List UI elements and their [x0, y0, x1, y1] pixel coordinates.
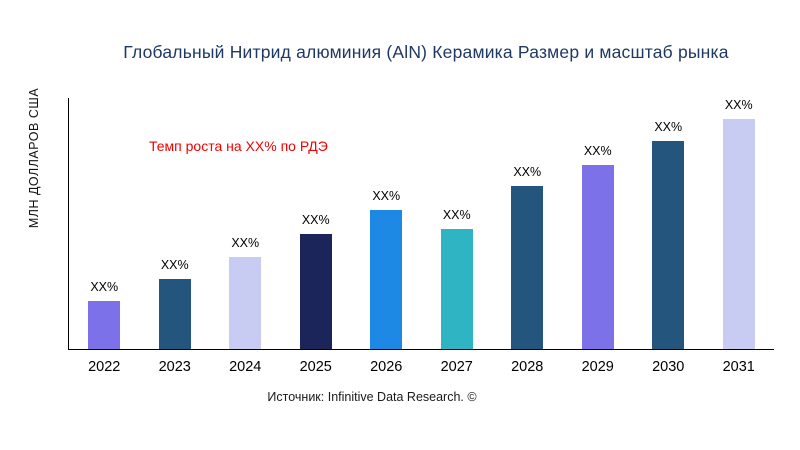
- bar-slot-2029: XX% 2029: [563, 98, 634, 375]
- bar-value-label: XX%: [654, 120, 683, 135]
- x-tick-label-2023: 2023: [158, 359, 191, 375]
- x-tick-label-2029: 2029: [581, 359, 614, 375]
- bar-2022: [88, 300, 121, 349]
- bar-2031: [722, 119, 755, 349]
- y-axis-title: МЛН ДОЛЛАРОВ США: [27, 87, 41, 229]
- x-tick-label-2024: 2024: [229, 359, 262, 375]
- bar-value-label: XX%: [442, 207, 471, 222]
- x-tick-label-2025: 2025: [299, 359, 332, 375]
- bar-2023: [158, 278, 191, 349]
- bar-2028: [511, 186, 544, 349]
- bar-slot-2025: XX% 2025: [281, 98, 352, 375]
- plot-area: Темп роста на XX% по РДЭ XX% 2022 XX% 2023 X…: [68, 98, 775, 375]
- bar-slot-2027: XX% 2027: [422, 98, 493, 375]
- bar-value-label: XX%: [724, 98, 753, 112]
- bar-value-label: XX%: [90, 279, 119, 294]
- bar-value-label: XX%: [301, 212, 330, 227]
- bar-value-label: XX%: [160, 257, 189, 272]
- bar-value-label: XX%: [372, 189, 401, 204]
- chart-title: Глобальный Нитрид алюминия (AlN) Керамик…: [123, 42, 729, 62]
- x-tick-label-2026: 2026: [370, 359, 403, 375]
- bar-2030: [652, 141, 685, 349]
- x-tick-label-2027: 2027: [440, 359, 473, 375]
- bar-slot-2023: XX% 2023: [140, 98, 211, 375]
- bar-slot-2028: XX% 2028: [492, 98, 563, 375]
- bar-slot-2022: XX% 2022: [69, 98, 140, 375]
- bar-2027: [440, 228, 473, 349]
- bar-slot-2031: XX% 2031: [704, 98, 775, 375]
- growth-rate-annotation: Темп роста на XX% по РДЭ: [149, 138, 328, 154]
- bar-slot-2026: XX% 2026: [351, 98, 422, 375]
- bar-value-label: XX%: [231, 235, 260, 250]
- bar-2024: [229, 256, 262, 349]
- bar-2026: [370, 210, 403, 349]
- bars-container: XX% 2022 XX% 2023 XX% 2024 XX% 2025 XX% 2026 XX% 20…: [69, 98, 775, 375]
- bar-2025: [299, 233, 332, 349]
- bar-value-label: XX%: [513, 165, 542, 180]
- x-tick-label-2030: 2030: [652, 359, 685, 375]
- x-tick-label-2028: 2028: [511, 359, 544, 375]
- source-caption: Источник: Infinitive Data Research. ©: [267, 390, 477, 404]
- bar-2029: [581, 165, 614, 349]
- bar-slot-2030: XX% 2030: [633, 98, 704, 375]
- x-tick-label-2031: 2031: [722, 359, 755, 375]
- bar-value-label: XX%: [583, 144, 612, 159]
- x-tick-label-2022: 2022: [88, 359, 121, 375]
- bar-slot-2024: XX% 2024: [210, 98, 281, 375]
